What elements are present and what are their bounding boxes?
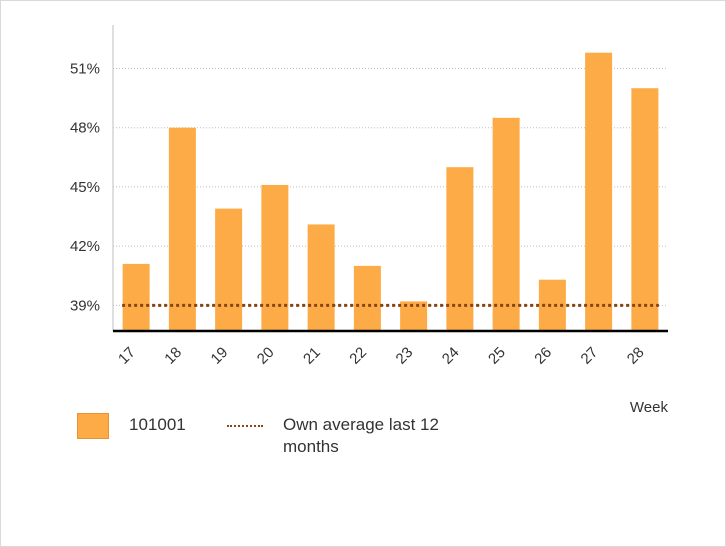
bar-week-24: [446, 167, 474, 331]
bar-week-28: [631, 88, 659, 331]
legend-label-average: Own average last 12 months: [283, 414, 439, 458]
legend-swatch-bar: [77, 413, 109, 439]
gridlines: [113, 67, 668, 306]
bar-week-18: [168, 127, 196, 331]
x-tick-label: 25: [485, 344, 509, 368]
bar-week-17: [122, 263, 150, 331]
y-tick-labels: 39% 42% 45% 48% 51%: [70, 60, 100, 314]
bar-week-27: [585, 52, 613, 331]
x-tick-label: 19: [208, 344, 232, 368]
x-tick-label: 24: [439, 344, 463, 368]
legend-label-average-line1: Own average last 12: [283, 415, 439, 434]
bar-week-25: [492, 117, 520, 331]
x-tick-label: 21: [300, 344, 324, 368]
x-tick-label: 18: [161, 344, 185, 368]
bar-week-19: [215, 208, 243, 331]
x-tick-label: 28: [624, 344, 648, 368]
y-tick-label: 51%: [70, 60, 100, 77]
x-axis-title: Week: [630, 399, 669, 416]
x-tick-labels: 17 18 19 20 21 22 23 24 25 26 27 28: [115, 344, 648, 368]
y-tick-label: 45%: [70, 179, 100, 196]
bar-series: [122, 52, 659, 331]
legend-item-bar: 101001: [77, 413, 186, 439]
x-tick-label: 20: [254, 344, 278, 368]
x-tick-label: 26: [531, 344, 555, 368]
legend-item-average: Own average last 12 months: [227, 413, 439, 458]
y-tick-label: 42%: [70, 238, 100, 255]
y-tick-label: 39%: [70, 297, 100, 314]
bar-week-21: [307, 224, 335, 331]
bar-week-22: [353, 265, 381, 331]
legend-swatch-average-line: [227, 425, 263, 427]
legend-label-bar: 101001: [129, 415, 186, 434]
x-tick-label: 27: [578, 344, 602, 368]
x-tick-label: 23: [393, 344, 417, 368]
x-tick-label: 22: [346, 344, 370, 368]
bar-week-20: [261, 184, 289, 331]
x-tick-label: 17: [115, 344, 139, 368]
legend: 101001 Own average last 12 months: [77, 413, 497, 473]
y-tick-label: 48%: [70, 120, 100, 137]
legend-label-average-line2: months: [283, 437, 339, 456]
